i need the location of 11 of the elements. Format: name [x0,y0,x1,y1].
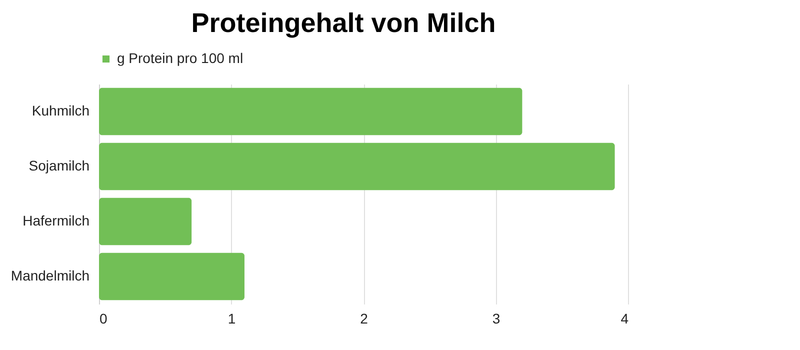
x-tick-label: 2 [360,310,368,326]
x-tick-label: 3 [492,310,500,326]
y-tick-label: Sojamilch [28,158,90,174]
legend-label: g Protein pro 100 ml [117,50,244,66]
y-tick-label: Hafermilch [22,212,90,228]
x-tick-label: 0 [100,310,108,326]
y-tick-label: Kuhmilch [32,102,90,118]
x-tick-label: 1 [228,310,236,326]
chart-title: Proteingehalt von Milch [191,8,496,38]
x-tick-label: 4 [620,310,629,326]
y-tick-label: Mandelmilch [10,268,90,284]
